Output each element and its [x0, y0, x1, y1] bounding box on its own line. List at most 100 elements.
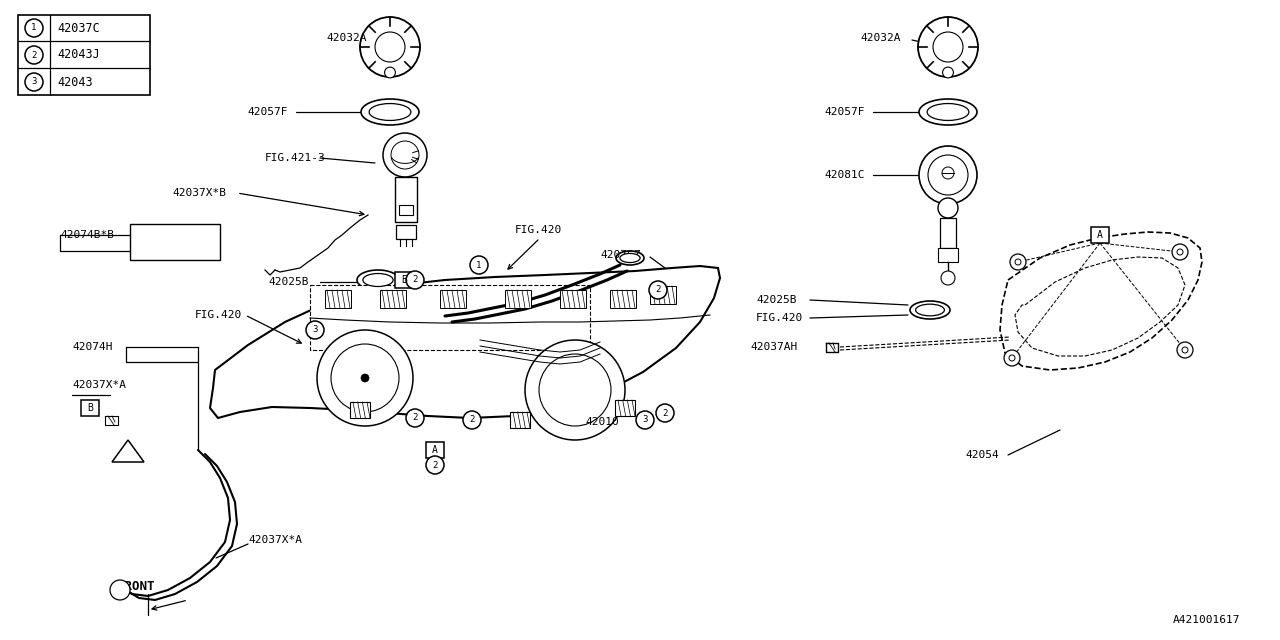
Ellipse shape — [616, 251, 644, 265]
Bar — [506, 290, 531, 308]
Text: B: B — [87, 403, 93, 413]
Bar — [614, 400, 635, 416]
Bar — [310, 285, 590, 350]
Text: A: A — [1097, 230, 1103, 240]
Circle shape — [470, 256, 488, 274]
Text: 2: 2 — [470, 415, 475, 424]
Bar — [938, 248, 957, 262]
Ellipse shape — [620, 253, 640, 262]
Circle shape — [406, 271, 424, 289]
Circle shape — [110, 580, 131, 600]
Text: 42081C: 42081C — [824, 170, 864, 180]
Ellipse shape — [369, 104, 411, 120]
Ellipse shape — [927, 104, 969, 120]
Text: 42032A: 42032A — [326, 33, 366, 43]
Text: 1: 1 — [476, 260, 481, 269]
Circle shape — [1178, 342, 1193, 358]
Text: 3: 3 — [643, 415, 648, 424]
Circle shape — [26, 73, 44, 91]
Text: 42025B: 42025B — [268, 277, 308, 287]
Bar — [18, 15, 150, 95]
Circle shape — [426, 456, 444, 474]
Text: FIG.420: FIG.420 — [515, 225, 562, 235]
Text: 2: 2 — [662, 408, 668, 417]
Text: 42074B*B: 42074B*B — [60, 230, 114, 240]
Circle shape — [306, 321, 324, 339]
Bar — [440, 290, 466, 308]
Ellipse shape — [364, 273, 393, 287]
Ellipse shape — [361, 99, 419, 125]
Circle shape — [26, 19, 44, 37]
Bar — [426, 442, 444, 458]
Text: 42037X*A: 42037X*A — [72, 380, 125, 390]
Bar — [81, 400, 99, 416]
Bar — [561, 290, 586, 308]
Bar — [399, 205, 413, 215]
Circle shape — [919, 146, 977, 204]
Circle shape — [657, 404, 675, 422]
Text: FIG.420: FIG.420 — [195, 310, 242, 320]
Text: 42037AH: 42037AH — [750, 342, 797, 352]
Text: 3: 3 — [312, 326, 317, 335]
Circle shape — [649, 281, 667, 299]
Text: 42037C: 42037C — [58, 22, 100, 35]
Text: 42037X*A: 42037X*A — [248, 535, 302, 545]
Text: FRONT: FRONT — [118, 580, 155, 593]
Text: 42074H: 42074H — [72, 342, 113, 352]
Bar — [396, 177, 417, 222]
Circle shape — [918, 17, 978, 77]
Text: 42043J: 42043J — [58, 49, 100, 61]
Bar — [325, 290, 351, 308]
Text: 42057F: 42057F — [247, 107, 288, 117]
Ellipse shape — [915, 304, 945, 316]
Text: 42032A: 42032A — [860, 33, 901, 43]
Circle shape — [384, 67, 396, 78]
Circle shape — [383, 133, 428, 177]
Text: 2: 2 — [655, 285, 660, 294]
Bar — [380, 290, 406, 308]
Text: 42043: 42043 — [58, 76, 92, 88]
Text: 2: 2 — [412, 413, 417, 422]
Circle shape — [938, 198, 957, 218]
Circle shape — [1004, 350, 1020, 366]
Ellipse shape — [357, 270, 399, 290]
Ellipse shape — [910, 301, 950, 319]
Bar — [611, 290, 636, 308]
Text: 42057F: 42057F — [824, 107, 864, 117]
Circle shape — [406, 409, 424, 427]
Circle shape — [317, 330, 413, 426]
Text: 2: 2 — [433, 461, 438, 470]
Circle shape — [1010, 254, 1027, 270]
Text: 42054: 42054 — [965, 450, 998, 460]
Circle shape — [26, 46, 44, 64]
Circle shape — [525, 340, 625, 440]
Text: 42076Z: 42076Z — [600, 250, 640, 260]
Bar — [131, 224, 220, 260]
Bar — [396, 272, 413, 288]
Bar — [940, 218, 956, 248]
Circle shape — [360, 17, 420, 77]
Polygon shape — [210, 266, 719, 418]
Bar — [1091, 227, 1108, 243]
Text: B: B — [401, 275, 407, 285]
Bar — [396, 225, 416, 239]
Text: FIG.421-3: FIG.421-3 — [265, 153, 325, 163]
Text: 2: 2 — [412, 275, 417, 285]
Polygon shape — [113, 440, 143, 462]
Bar — [509, 412, 530, 428]
Text: 3: 3 — [31, 77, 37, 86]
Text: 42010: 42010 — [585, 417, 618, 427]
Bar — [349, 402, 370, 418]
Circle shape — [1172, 244, 1188, 260]
Circle shape — [463, 411, 481, 429]
Text: FIG.420: FIG.420 — [756, 313, 804, 323]
Polygon shape — [1000, 232, 1202, 370]
Circle shape — [361, 374, 369, 382]
Circle shape — [942, 67, 954, 78]
Text: 2: 2 — [31, 51, 37, 60]
Circle shape — [941, 271, 955, 285]
Ellipse shape — [919, 99, 977, 125]
Bar — [650, 286, 676, 304]
Circle shape — [636, 411, 654, 429]
Text: 42037X*B: 42037X*B — [172, 188, 227, 198]
